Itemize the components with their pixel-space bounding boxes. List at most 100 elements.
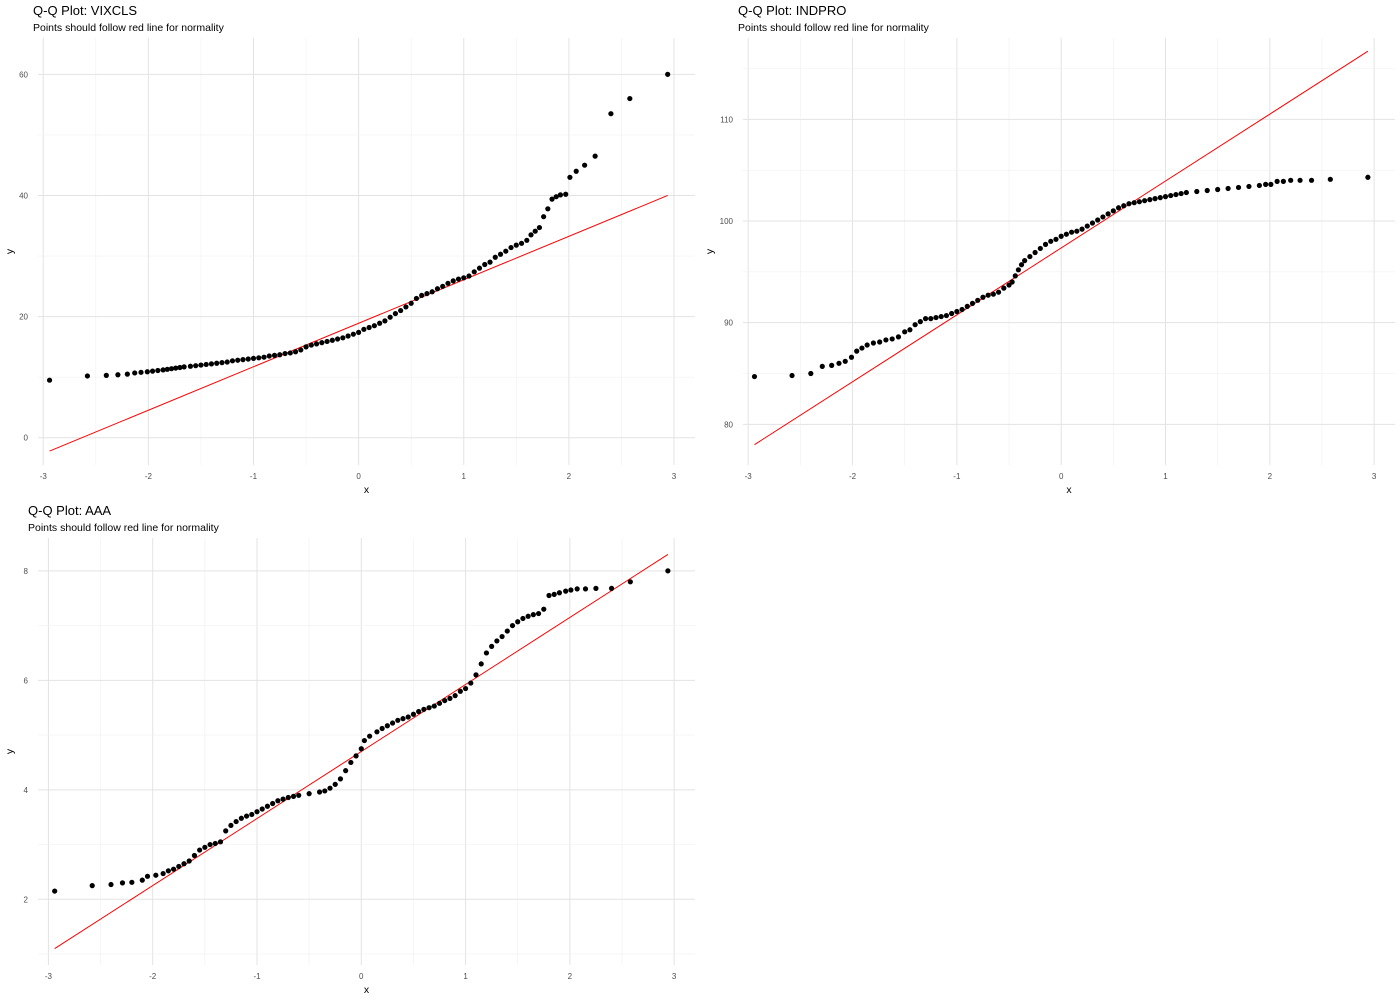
reference-line <box>54 554 669 949</box>
y-tick-label: 20 <box>19 313 28 322</box>
data-point <box>1015 267 1022 273</box>
data-point <box>471 269 477 275</box>
data-point <box>254 809 260 815</box>
data-point <box>408 300 414 306</box>
data-point <box>313 341 320 347</box>
data-point <box>277 352 283 358</box>
data-point <box>350 331 356 337</box>
data-point <box>808 370 814 377</box>
data-point <box>1001 285 1007 291</box>
data-point <box>170 866 177 872</box>
data-point <box>1032 249 1038 256</box>
y-tick-label: 90 <box>724 319 733 328</box>
data-point <box>551 591 557 597</box>
x-tick-label: 0 <box>1059 472 1064 481</box>
data-point <box>149 368 156 374</box>
data-point <box>250 355 257 362</box>
data-point <box>343 768 349 774</box>
data-point <box>478 661 484 667</box>
data-point <box>819 363 825 369</box>
data-point <box>455 276 462 282</box>
data-point <box>912 322 918 328</box>
data-point <box>377 320 383 326</box>
data-point <box>155 367 161 374</box>
data-point <box>358 746 364 752</box>
data-point <box>138 369 144 375</box>
data-point <box>494 638 500 644</box>
data-point <box>461 275 467 281</box>
data-point <box>345 333 351 339</box>
data-point <box>943 312 950 319</box>
data-point <box>1012 273 1018 279</box>
data-point <box>160 367 166 373</box>
data-point <box>403 304 409 310</box>
data-point <box>303 344 309 350</box>
data-point <box>165 868 171 874</box>
data-point <box>859 345 865 351</box>
data-point <box>445 280 451 286</box>
data-point <box>379 725 385 732</box>
data-point <box>928 316 934 322</box>
data-point <box>1274 178 1280 184</box>
data-point <box>132 370 138 376</box>
x-tick-label: -3 <box>40 472 48 481</box>
data-point <box>287 350 293 356</box>
data-point <box>1037 245 1043 252</box>
data-point <box>518 240 525 246</box>
data-point <box>240 357 246 363</box>
data-point <box>421 706 427 712</box>
data-point <box>319 340 325 346</box>
x-tick-label: -2 <box>849 472 857 481</box>
data-point <box>563 588 569 594</box>
data-point <box>1121 203 1127 209</box>
data-point <box>1053 236 1059 242</box>
x-tick-label: -3 <box>745 472 753 481</box>
data-point <box>1058 233 1064 239</box>
data-point <box>608 585 615 591</box>
data-point <box>513 242 519 248</box>
x-tick-label: -1 <box>250 472 258 481</box>
data-point <box>108 881 114 888</box>
data-point <box>975 297 981 303</box>
data-point <box>176 863 182 870</box>
data-point <box>1268 181 1274 187</box>
y-tick-label: 8 <box>24 567 29 576</box>
data-point <box>1089 220 1096 226</box>
chart-subtitle: Points should follow red line for normal… <box>28 522 219 534</box>
data-point <box>933 314 939 321</box>
data-point <box>1162 194 1169 200</box>
x-tick-label: -2 <box>149 972 157 981</box>
data-point <box>665 568 671 574</box>
data-point <box>340 335 346 341</box>
data-point <box>545 206 551 212</box>
data-point <box>450 278 456 284</box>
data-point <box>1074 228 1080 234</box>
data-point <box>329 337 335 343</box>
data-point <box>592 153 598 159</box>
data-point <box>400 716 406 722</box>
data-point <box>322 788 328 794</box>
data-point <box>487 259 493 265</box>
data-point <box>124 371 130 377</box>
data-point <box>426 705 432 711</box>
data-point <box>582 162 588 168</box>
data-point <box>419 292 425 299</box>
reference-line <box>49 195 668 452</box>
data-point <box>144 369 150 375</box>
data-point <box>353 753 359 759</box>
data-point <box>219 360 225 366</box>
data-point <box>224 359 230 365</box>
chart-subtitle: Points should follow red line for normal… <box>33 22 224 34</box>
data-point <box>949 310 955 317</box>
data-point <box>497 251 504 257</box>
chart-title: Q-Q Plot: VIXCLS <box>33 3 138 18</box>
data-point <box>1069 229 1075 235</box>
data-point <box>434 286 441 292</box>
data-point <box>203 361 209 368</box>
data-point <box>374 729 380 735</box>
data-point <box>366 324 372 331</box>
data-point <box>1246 183 1252 190</box>
data-point <box>789 372 795 379</box>
data-point <box>525 613 531 619</box>
data-point <box>938 313 944 320</box>
